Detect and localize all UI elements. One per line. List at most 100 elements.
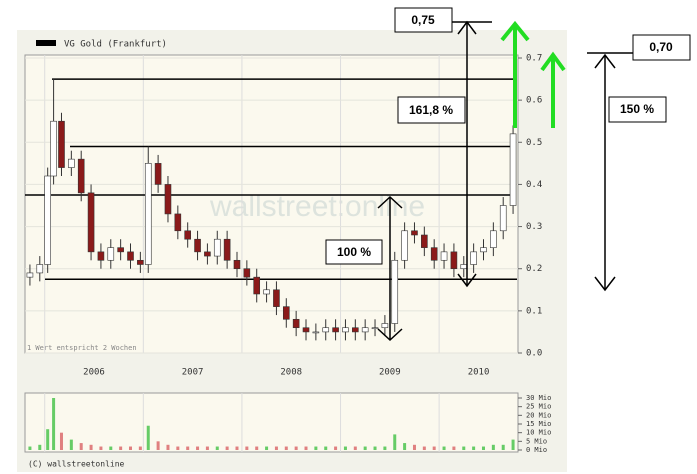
candle-body [174,213,182,232]
volume-bar [129,446,133,450]
x-tick-label: 2009 [379,368,401,378]
x-tick-label: 2008 [280,368,302,378]
volume-bar [205,446,209,450]
volume-bar [501,444,505,450]
volume-bar [176,446,180,450]
y-tick-label: 0.4 [526,180,542,190]
annotation-box [632,34,691,61]
volume-bar [363,446,367,450]
volume-bar [412,444,416,450]
volume-bar [109,446,113,450]
candle-body [204,251,211,257]
y-tick-label: 20 Mio [526,411,551,419]
y-tick-label: 0 Mio [526,446,547,454]
candle-body [144,163,152,265]
candle-body [460,264,468,270]
volume-bar [46,429,50,450]
copyright: (C) wallstreetonline [28,460,125,469]
candle-body [292,318,300,329]
candle-body [430,247,438,261]
legend-swatch [36,40,56,46]
y-tick-label: 15 Mio [526,420,551,428]
candle-body [480,247,487,253]
candle-body [332,327,339,333]
annotation: 100 % [337,245,371,259]
candle-body [421,234,428,248]
candle-body [361,327,369,333]
candle-body [97,251,105,261]
volume-bar [235,446,239,450]
annotation-box [394,7,453,33]
note: 1 Wert entspricht 2 Wochen [27,344,137,352]
candle-body [322,327,330,333]
candle-body [371,327,379,330]
volume-bar [59,432,63,450]
candle-body [213,238,221,257]
candle-body [50,120,57,177]
candle-body [58,120,65,168]
candle-body [401,230,408,261]
candle-body [440,251,448,261]
volume-bar [225,446,229,450]
volume-bar [146,425,150,450]
candle-body [194,238,201,253]
candle-body [509,133,517,206]
candle-body [164,184,172,215]
annotation-arrows [377,20,633,342]
x-tick-label: 2006 [83,368,105,378]
candle-body [302,327,310,333]
candle-body [87,192,95,253]
y-tick-label: 25 Mio [526,403,551,411]
candle-body [44,175,51,265]
candle-body [253,276,261,295]
volume-bar [432,446,436,450]
candle-body [312,331,320,334]
candle-body [127,251,134,261]
y-tick-label: 0.0 [526,349,542,359]
volume-bar [255,446,259,450]
volume-bar [52,398,56,450]
candle-body [26,272,34,278]
candle-body [137,259,144,265]
volume-bar [304,446,308,450]
y-tick-label: 0.2 [526,264,542,274]
y-tick-label: 0.7 [526,54,542,64]
volume-bar [343,446,347,450]
volume-bar [314,446,318,450]
volume-bar [353,446,357,450]
annotation: 0,75 [411,13,435,27]
candle-body [154,163,162,185]
y-tick-label: 0.1 [526,306,542,316]
y-tick-label: 0.5 [526,138,542,148]
volume-bar [462,446,466,450]
volume-bar [511,439,515,450]
candle-body [499,205,507,232]
candle-body [391,259,399,324]
volume-panel [24,392,519,453]
volume-bar [452,446,456,450]
candle-body [342,327,349,333]
volume-bar [196,446,200,450]
volume-bar [324,446,328,450]
candle-body [273,289,280,307]
candle-body [223,238,231,261]
volume-bar [69,439,73,450]
volume-bar [265,446,269,450]
candle-body [107,247,115,261]
volume-bar [472,446,476,450]
x-tick-label: 2007 [182,368,204,378]
volume-bar [383,446,387,450]
volume-bar [442,446,446,450]
annotation-box [608,96,667,123]
volume-bar [373,446,377,450]
candle-body [36,264,44,274]
volume-bar [403,443,407,450]
y-tick-label: 30 Mio [526,394,551,402]
candle-body [470,251,477,265]
volume-bar [99,446,103,450]
volume-bar [186,446,190,450]
volume-bar [156,441,160,450]
candle-body [352,327,359,333]
candle-body [243,268,251,278]
